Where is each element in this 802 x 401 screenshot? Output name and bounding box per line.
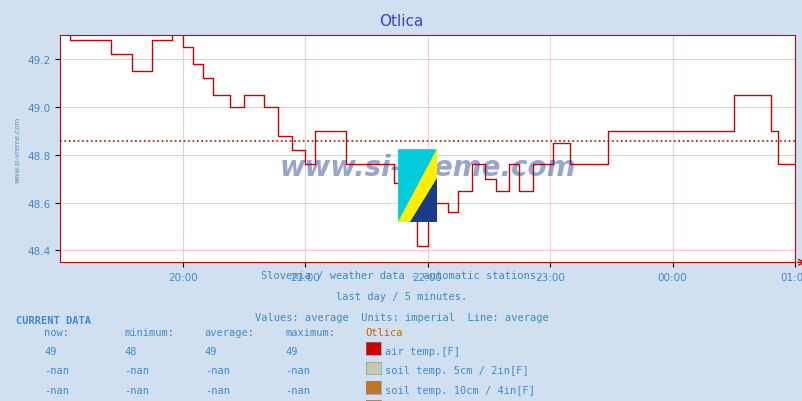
Text: -nan: -nan	[44, 365, 69, 375]
Text: soil temp. 5cm / 2in[F]: soil temp. 5cm / 2in[F]	[384, 365, 528, 375]
Text: Otlica: Otlica	[365, 327, 403, 337]
Text: -nan: -nan	[205, 365, 229, 375]
Text: -nan: -nan	[44, 385, 69, 395]
Polygon shape	[398, 150, 436, 222]
Text: air temp.[F]: air temp.[F]	[384, 346, 459, 356]
Text: average:: average:	[205, 327, 254, 337]
Text: -nan: -nan	[205, 385, 229, 395]
Text: www.si-vreme.com: www.si-vreme.com	[14, 116, 21, 182]
Text: CURRENT DATA: CURRENT DATA	[16, 315, 91, 325]
Text: Slovenia / weather data - automatic stations.: Slovenia / weather data - automatic stat…	[261, 271, 541, 281]
Text: soil temp. 10cm / 4in[F]: soil temp. 10cm / 4in[F]	[384, 385, 534, 395]
Text: 49: 49	[205, 346, 217, 356]
Text: -nan: -nan	[285, 365, 310, 375]
Text: last day / 5 minutes.: last day / 5 minutes.	[335, 292, 467, 302]
Text: -nan: -nan	[124, 385, 149, 395]
Text: -nan: -nan	[124, 365, 149, 375]
Text: Otlica: Otlica	[379, 14, 423, 29]
Text: 48: 48	[124, 346, 137, 356]
Text: maximum:: maximum:	[285, 327, 334, 337]
Polygon shape	[409, 179, 436, 222]
Polygon shape	[398, 150, 436, 222]
Text: www.si-vreme.com: www.si-vreme.com	[279, 154, 575, 182]
Text: 49: 49	[44, 346, 57, 356]
Text: now:: now:	[44, 327, 69, 337]
Text: Values: average  Units: imperial  Line: average: Values: average Units: imperial Line: av…	[254, 312, 548, 322]
Text: -nan: -nan	[285, 385, 310, 395]
Text: 49: 49	[285, 346, 298, 356]
Text: minimum:: minimum:	[124, 327, 174, 337]
